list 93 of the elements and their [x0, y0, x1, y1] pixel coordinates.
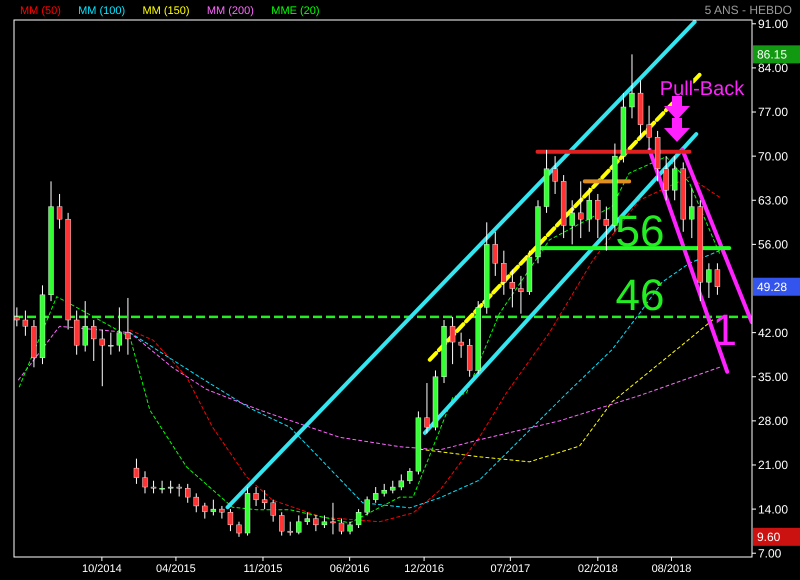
candlestick: [390, 480, 396, 494]
candlestick: [91, 320, 96, 362]
candlestick: [116, 306, 122, 352]
x-tick-label: 08/2018: [652, 563, 692, 575]
candlestick: [398, 474, 404, 491]
candlestick: [330, 502, 336, 535]
y-tick-label: 77.00: [758, 105, 788, 120]
annotation: 1: [712, 306, 737, 356]
y-tick-label: 7.00: [758, 546, 782, 560]
y-tick-label: 28.00: [758, 414, 788, 428]
candlestick: [706, 262, 712, 298]
y-tick-label: 35.00: [758, 370, 788, 384]
candlestick: [518, 275, 524, 314]
candlestick: [356, 508, 362, 529]
candlestick: [407, 468, 413, 484]
candlestick: [424, 382, 430, 434]
x-tick-label: 02/2018: [578, 563, 618, 575]
text: 86.15: [757, 48, 788, 62]
y-tick-label: 63.00: [758, 193, 788, 208]
x-tick-label: 12/2016: [404, 563, 444, 575]
candlestick: [450, 316, 456, 365]
candlestick: [501, 250, 507, 296]
y-tick-label: 70.00: [758, 149, 788, 164]
candlestick: [347, 521, 353, 535]
candlestick: [100, 328, 105, 387]
candlestick: [56, 193, 62, 230]
candlestick: [663, 156, 669, 201]
candlestick: [672, 156, 678, 201]
candlestick: [510, 269, 516, 308]
candlestick: [586, 187, 592, 232]
candlestick: [185, 483, 190, 504]
candlestick: [194, 492, 199, 513]
y-tick-label: 14.00: [758, 502, 788, 516]
candlestick: [82, 300, 88, 352]
candlestick: [296, 514, 302, 535]
chart-title: 5 ANS - HEBDO: [704, 3, 792, 17]
candlestick: [578, 180, 584, 239]
candlestick: [689, 187, 694, 239]
text: MM (150): [142, 5, 190, 17]
x-tick-label: 04/2015: [156, 563, 196, 575]
y-tick-label: 42.00: [758, 326, 788, 340]
text: MM (50): [20, 5, 61, 17]
candlestick: [22, 310, 28, 336]
candlestick: [176, 483, 182, 497]
candlestick: [202, 502, 208, 520]
candlestick: [646, 105, 652, 150]
candlestick: [253, 486, 259, 506]
annotation: 56: [616, 207, 664, 256]
candlestick: [569, 200, 575, 245]
candlestick: [159, 480, 165, 494]
candlestick: [236, 521, 242, 538]
text: MM (200): [206, 5, 254, 17]
line-series: [420, 320, 714, 462]
candlestick: [629, 54, 635, 119]
candlestick: [150, 480, 156, 494]
candlestick: [125, 297, 131, 356]
candlestick: [338, 518, 344, 535]
x-tick-label: 11/2015: [244, 563, 282, 575]
candlestick: [228, 508, 234, 532]
text: MME (20): [271, 5, 320, 17]
candlestick: [364, 496, 370, 516]
candlestick: [142, 470, 148, 494]
candlestick: [714, 262, 720, 296]
y-tick-label: 56.00: [758, 238, 788, 252]
candlestick: [552, 156, 558, 194]
text: 49.28: [757, 280, 788, 294]
candlestick: [382, 483, 387, 497]
candlestick: [288, 521, 293, 536]
y-tick-label: 21.00: [758, 458, 788, 472]
x-tick-label: 10/2014: [82, 563, 122, 575]
candlestick: [262, 490, 268, 510]
annotation: 46: [616, 271, 664, 320]
text: MM (100): [78, 5, 126, 17]
candlestick: [270, 499, 276, 522]
candlestick: [210, 499, 216, 516]
y-tick-label: 91.00: [758, 16, 788, 31]
candlestick: [313, 514, 319, 532]
candlestick: [322, 514, 328, 529]
candlestick: [604, 206, 610, 252]
candlestick: [279, 512, 284, 536]
candlestick: [372, 486, 378, 504]
candlestick: [304, 512, 310, 526]
x-tick-label: 06/2016: [330, 563, 370, 575]
candlestick: [134, 458, 140, 484]
candlestick: [168, 480, 174, 494]
candlestick: [458, 332, 464, 358]
y-tick-label: 84.00: [758, 61, 788, 76]
candlestick: [595, 193, 601, 239]
x-tick-label: 07/2017: [490, 563, 530, 575]
candlestick: [492, 231, 498, 276]
text: 9.60: [757, 530, 781, 544]
candlestick: [108, 332, 114, 356]
candlestick: [219, 505, 225, 520]
